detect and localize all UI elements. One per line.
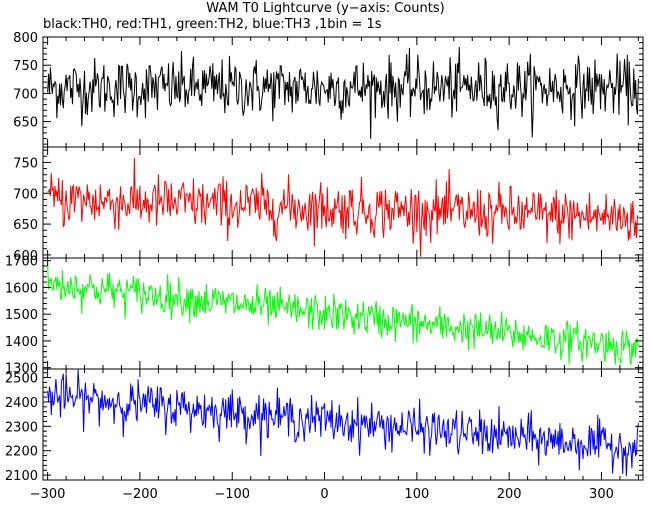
x-tick-label: 0 <box>320 487 328 502</box>
x-tick-label: 200 <box>497 487 522 502</box>
series-th3 <box>47 369 639 477</box>
y-tick-label: 1600 <box>5 281 38 296</box>
series-th2 <box>47 263 639 366</box>
y-tick-label: 700 <box>13 187 38 202</box>
y-tick-label: 1500 <box>5 308 38 323</box>
y-tick-label: 1400 <box>5 335 38 350</box>
x-tick-label: −200 <box>122 487 158 502</box>
y-tick-label: 2200 <box>5 445 38 460</box>
series-th0 <box>47 47 639 139</box>
series-layer <box>47 47 639 477</box>
y-tick-label: 800 <box>13 31 38 46</box>
x-tick-label: −300 <box>30 487 66 502</box>
y-tick-label: 1700 <box>5 255 38 270</box>
panel-frame-th3 <box>42 368 644 481</box>
y-tick-label: 750 <box>13 59 38 74</box>
x-tick-label: −100 <box>214 487 250 502</box>
x-tick-label: 300 <box>589 487 614 502</box>
y-tick-label: 2400 <box>5 396 38 411</box>
chart-title: WAM T0 Lightcurve (y−axis: Counts) <box>206 1 445 16</box>
y-tick-label: 600 <box>13 249 38 264</box>
y-tick-label: 2100 <box>5 469 38 484</box>
y-tick-label: 650 <box>13 116 38 131</box>
chart-subtitle: black:TH0, red:TH1, green:TH2, blue:TH3 … <box>43 17 382 32</box>
y-tick-label: 2500 <box>5 372 38 387</box>
x-tick-label: 100 <box>404 487 429 502</box>
y-tick-label: 1300 <box>5 362 38 377</box>
axes-layer: 650 700 750 800 600 650 700 750 1300 1400 1500 1600… <box>5 31 644 502</box>
y-tick-label: 700 <box>13 87 38 102</box>
series-th1 <box>47 157 639 257</box>
y-tick-label: 650 <box>13 218 38 233</box>
y-tick-label: 750 <box>13 156 38 171</box>
y-tick-label: 2300 <box>5 420 38 435</box>
